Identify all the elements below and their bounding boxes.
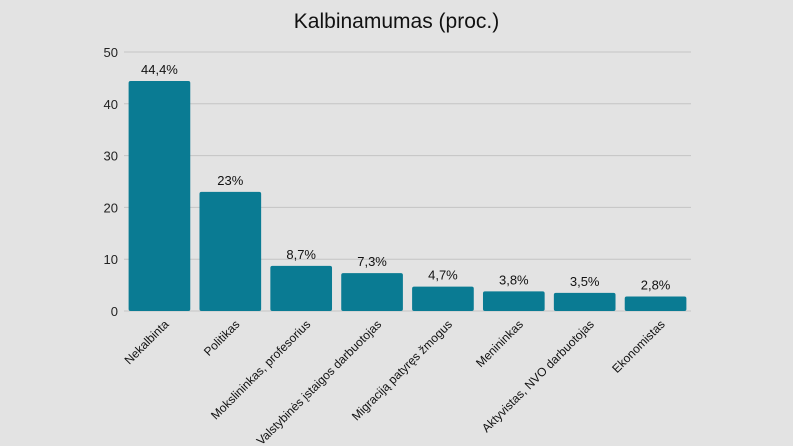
y-tick-label-20: 20 (104, 200, 118, 215)
bar-value-label-4: 7,3% (357, 254, 387, 269)
bar-value-label-5: 4,7% (428, 268, 458, 283)
bar-2 (199, 191, 262, 311)
bar-4 (341, 273, 403, 311)
y-tick-label-0: 0 (111, 304, 118, 319)
x-tick-label-6: Menininkas (473, 317, 526, 370)
bar-value-label-3: 8,7% (286, 247, 316, 262)
bar-5 (412, 286, 474, 311)
x-tick-label-2: Politikas (201, 317, 242, 358)
bar-value-label-7: 3,5% (570, 274, 600, 289)
x-tick-label-8: Ekonomistas (609, 317, 667, 375)
bar-1 (128, 81, 191, 312)
bar-8 (624, 296, 687, 311)
bar-value-label-2: 23% (217, 173, 243, 188)
bar-value-label-6: 3,8% (499, 272, 529, 287)
y-tick-label-50: 50 (104, 45, 118, 60)
y-tick-label-10: 10 (104, 252, 118, 267)
y-tick-label-40: 40 (104, 97, 118, 112)
x-tick-label-1: Nekalbinta (122, 317, 172, 367)
x-tick-label-4: Valstybinės įstaigos darbuotojas (254, 317, 384, 446)
x-tick-label-7: Aktyvistas, NVO darbuotojas (479, 317, 597, 435)
bar-6 (482, 291, 545, 311)
bar-7 (553, 292, 616, 311)
bar-value-label-8: 2,8% (641, 277, 671, 292)
chart-title: Kalbinamumas (proc.) (293, 10, 500, 33)
y-tick-label-30: 30 (104, 149, 118, 164)
bar-value-label-1: 44,4% (141, 62, 178, 77)
bar-3 (270, 265, 333, 311)
